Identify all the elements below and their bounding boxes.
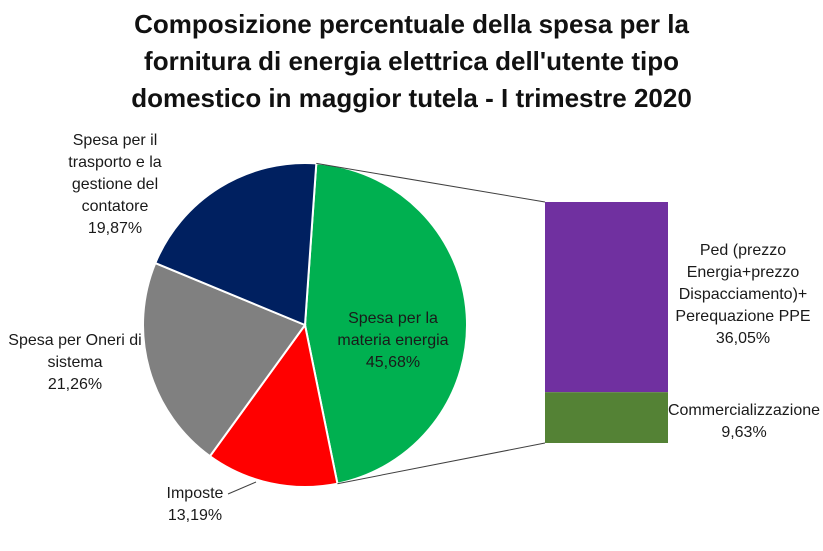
slice-label-oneri: Spesa per Oneri di sistema 21,26% — [0, 330, 150, 396]
pie-slices — [142, 162, 468, 488]
pie-slice-imposte — [208, 322, 339, 488]
slice-label-energia: Spesa per la materia energia 45,68% — [318, 308, 468, 374]
chart-title-line-3: domestico in maggior tutela - I trimestr… — [131, 83, 692, 113]
pie-slice-trasporto — [153, 162, 318, 327]
slice-value-imposte: 13,19% — [167, 507, 223, 524]
connector-line-top — [316, 162, 546, 203]
bar-label-commercializzazione: Commercializzazione 9,63% — [666, 400, 822, 444]
breakdown-bar — [545, 202, 668, 443]
slice-label-imposte: Imposte 13,19% — [150, 483, 240, 527]
slice-value-trasporto: 19,87% — [87, 220, 143, 237]
pie-slice-oneri — [142, 261, 307, 458]
bar-segment-ped — [545, 202, 668, 393]
connector-lines — [227, 162, 546, 495]
chart-title: Composizione percentuale della spesa per… — [0, 6, 823, 117]
bar-value-ped: 36,05% — [715, 330, 771, 347]
chart-title-line-2: fornitura di energia elettrica dell'uten… — [144, 46, 679, 76]
leader-line-imposte — [227, 481, 257, 495]
slice-label-trasporto: Spesa per il trasporto e la gestione del… — [30, 130, 200, 240]
slice-value-oneri: 21,26% — [47, 376, 103, 393]
pie-slice-energia — [303, 162, 468, 485]
slice-value-energia: 45,68% — [365, 354, 421, 371]
connector-line-bottom — [337, 442, 546, 485]
bar-segment-comm — [545, 392, 668, 443]
bar-label-ped: Ped (prezzo Energia+prezzo Dispacciament… — [668, 240, 818, 350]
bar-value-commercializzazione: 9,63% — [721, 424, 767, 441]
chart-title-line-1: Composizione percentuale della spesa per… — [134, 9, 689, 39]
